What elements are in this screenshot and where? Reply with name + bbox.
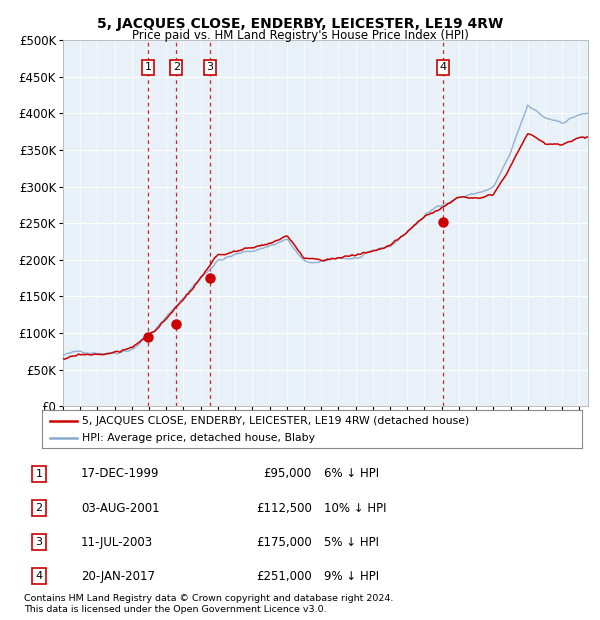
Text: £95,000: £95,000 bbox=[264, 467, 312, 481]
Text: HPI: Average price, detached house, Blaby: HPI: Average price, detached house, Blab… bbox=[83, 433, 316, 443]
Text: 1: 1 bbox=[35, 469, 43, 479]
Text: 5% ↓ HPI: 5% ↓ HPI bbox=[324, 536, 379, 549]
Text: 03-AUG-2001: 03-AUG-2001 bbox=[81, 502, 160, 515]
Text: 9% ↓ HPI: 9% ↓ HPI bbox=[324, 570, 379, 583]
Text: Price paid vs. HM Land Registry's House Price Index (HPI): Price paid vs. HM Land Registry's House … bbox=[131, 29, 469, 42]
Text: 10% ↓ HPI: 10% ↓ HPI bbox=[324, 502, 386, 515]
Text: This data is licensed under the Open Government Licence v3.0.: This data is licensed under the Open Gov… bbox=[24, 604, 326, 614]
Text: 17-DEC-1999: 17-DEC-1999 bbox=[81, 467, 160, 481]
Text: 20-JAN-2017: 20-JAN-2017 bbox=[81, 570, 155, 583]
Text: 3: 3 bbox=[35, 537, 43, 547]
Text: Contains HM Land Registry data © Crown copyright and database right 2024.: Contains HM Land Registry data © Crown c… bbox=[24, 594, 394, 603]
Text: 2: 2 bbox=[173, 63, 180, 73]
Text: £112,500: £112,500 bbox=[256, 502, 312, 515]
Text: 1: 1 bbox=[145, 63, 152, 73]
Text: 6% ↓ HPI: 6% ↓ HPI bbox=[324, 467, 379, 481]
Text: 5, JACQUES CLOSE, ENDERBY, LEICESTER, LE19 4RW: 5, JACQUES CLOSE, ENDERBY, LEICESTER, LE… bbox=[97, 17, 503, 32]
Text: 5, JACQUES CLOSE, ENDERBY, LEICESTER, LE19 4RW (detached house): 5, JACQUES CLOSE, ENDERBY, LEICESTER, LE… bbox=[83, 416, 470, 426]
Text: 11-JUL-2003: 11-JUL-2003 bbox=[81, 536, 153, 549]
Text: 4: 4 bbox=[35, 571, 43, 582]
Text: £175,000: £175,000 bbox=[256, 536, 312, 549]
Text: 4: 4 bbox=[439, 63, 446, 73]
Text: 3: 3 bbox=[206, 63, 213, 73]
Text: £251,000: £251,000 bbox=[256, 570, 312, 583]
Text: 2: 2 bbox=[35, 503, 43, 513]
